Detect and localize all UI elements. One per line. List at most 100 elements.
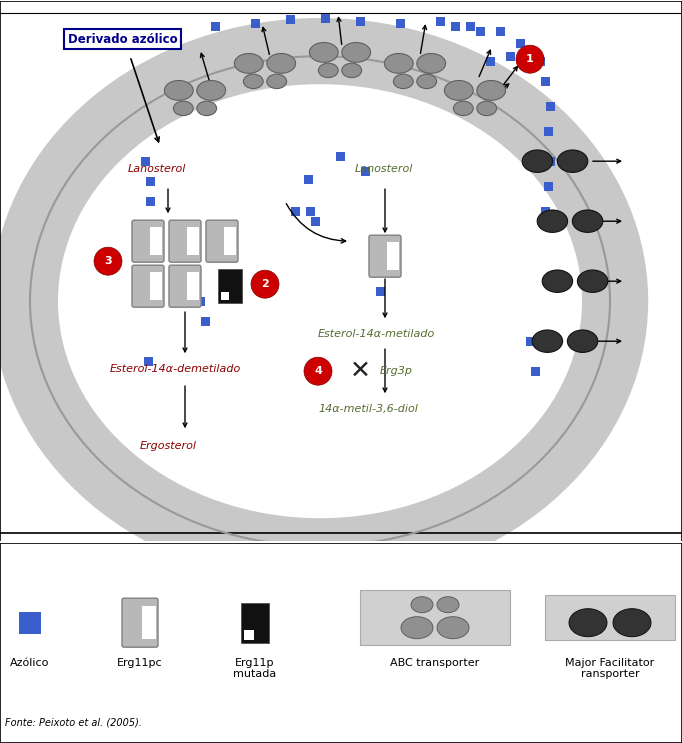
Ellipse shape <box>267 74 286 88</box>
Bar <box>505 52 514 61</box>
Bar <box>387 242 399 270</box>
Bar <box>541 207 550 215</box>
Ellipse shape <box>411 597 433 613</box>
Bar <box>140 157 149 166</box>
Bar <box>241 603 269 643</box>
Ellipse shape <box>197 80 226 100</box>
Bar <box>310 217 319 226</box>
Bar <box>136 237 145 246</box>
Bar <box>142 606 156 639</box>
Bar <box>336 152 344 160</box>
Bar <box>321 13 329 23</box>
Bar <box>286 15 295 24</box>
Bar <box>475 27 484 36</box>
Bar <box>496 27 505 36</box>
Text: Lanosterol: Lanosterol <box>355 164 413 174</box>
Bar <box>466 22 475 30</box>
Bar <box>355 16 364 26</box>
Bar <box>303 175 312 184</box>
Bar <box>244 630 254 640</box>
Ellipse shape <box>310 42 338 62</box>
FancyBboxPatch shape <box>169 265 201 307</box>
Bar <box>306 207 314 215</box>
Text: Fonte: Peixoto et al. (2005).: Fonte: Peixoto et al. (2005). <box>5 718 142 727</box>
Ellipse shape <box>267 53 295 74</box>
Bar <box>486 56 494 65</box>
Ellipse shape <box>532 330 563 352</box>
Bar <box>376 287 385 296</box>
FancyBboxPatch shape <box>206 220 238 262</box>
Bar <box>451 22 460 30</box>
Circle shape <box>251 270 279 298</box>
Bar <box>544 182 552 191</box>
FancyBboxPatch shape <box>169 220 201 262</box>
Bar <box>211 22 220 30</box>
Text: 14α-metil-3,6-diol: 14α-metil-3,6-diol <box>318 404 418 414</box>
Text: ✕: ✕ <box>349 359 370 383</box>
Ellipse shape <box>235 53 263 74</box>
Ellipse shape <box>318 63 338 77</box>
Bar <box>396 19 404 27</box>
Text: 3: 3 <box>104 256 112 266</box>
Bar <box>150 272 162 300</box>
Ellipse shape <box>613 609 651 637</box>
Text: Major Facilitator
ransporter: Major Facilitator ransporter <box>565 658 655 679</box>
Bar <box>145 197 155 206</box>
Text: Erg11pc: Erg11pc <box>117 658 163 668</box>
FancyBboxPatch shape <box>132 265 164 307</box>
Bar <box>187 272 199 300</box>
Text: Esterol-14α-demetilado: Esterol-14α-demetilado <box>110 364 241 374</box>
Bar <box>218 269 242 303</box>
Bar <box>360 590 510 645</box>
Ellipse shape <box>164 80 193 100</box>
Bar <box>224 227 236 255</box>
Ellipse shape <box>197 101 217 116</box>
Bar <box>541 77 550 85</box>
Bar <box>138 296 147 305</box>
Bar <box>531 367 539 376</box>
Ellipse shape <box>537 210 567 233</box>
Circle shape <box>516 45 544 74</box>
Text: ABC transporter: ABC transporter <box>390 658 479 668</box>
Bar <box>19 611 41 634</box>
Bar <box>535 56 544 65</box>
Ellipse shape <box>342 63 361 77</box>
Bar <box>151 237 160 246</box>
Ellipse shape <box>417 53 445 74</box>
FancyBboxPatch shape <box>132 220 164 262</box>
Bar <box>436 16 445 26</box>
Bar <box>250 19 259 27</box>
Ellipse shape <box>401 617 433 639</box>
Text: Esterol-14α-metilado: Esterol-14α-metilado <box>318 329 435 340</box>
FancyBboxPatch shape <box>122 598 158 647</box>
Text: 1: 1 <box>526 54 534 64</box>
Ellipse shape <box>557 150 588 172</box>
Ellipse shape <box>394 74 413 88</box>
Ellipse shape <box>243 74 263 88</box>
Ellipse shape <box>454 101 473 116</box>
Bar <box>143 357 153 366</box>
Ellipse shape <box>58 84 582 518</box>
Text: 4: 4 <box>314 366 322 376</box>
Ellipse shape <box>445 80 473 100</box>
Bar <box>545 595 675 640</box>
Bar <box>291 207 299 215</box>
Bar <box>546 102 554 111</box>
Ellipse shape <box>578 270 608 293</box>
Ellipse shape <box>385 53 413 74</box>
Ellipse shape <box>417 74 436 88</box>
Ellipse shape <box>567 330 598 352</box>
Ellipse shape <box>477 101 496 116</box>
Text: Erg3p: Erg3p <box>380 366 413 376</box>
Bar <box>196 296 205 305</box>
Bar <box>544 127 552 136</box>
Ellipse shape <box>342 42 370 62</box>
Circle shape <box>304 357 332 385</box>
Bar <box>187 227 199 255</box>
Text: Erg11p
mutada: Erg11p mutada <box>233 658 277 679</box>
Text: 2: 2 <box>261 279 269 289</box>
Circle shape <box>94 247 122 275</box>
Text: Lanosterol: Lanosterol <box>128 164 186 174</box>
Bar <box>516 39 524 48</box>
Ellipse shape <box>522 150 552 172</box>
